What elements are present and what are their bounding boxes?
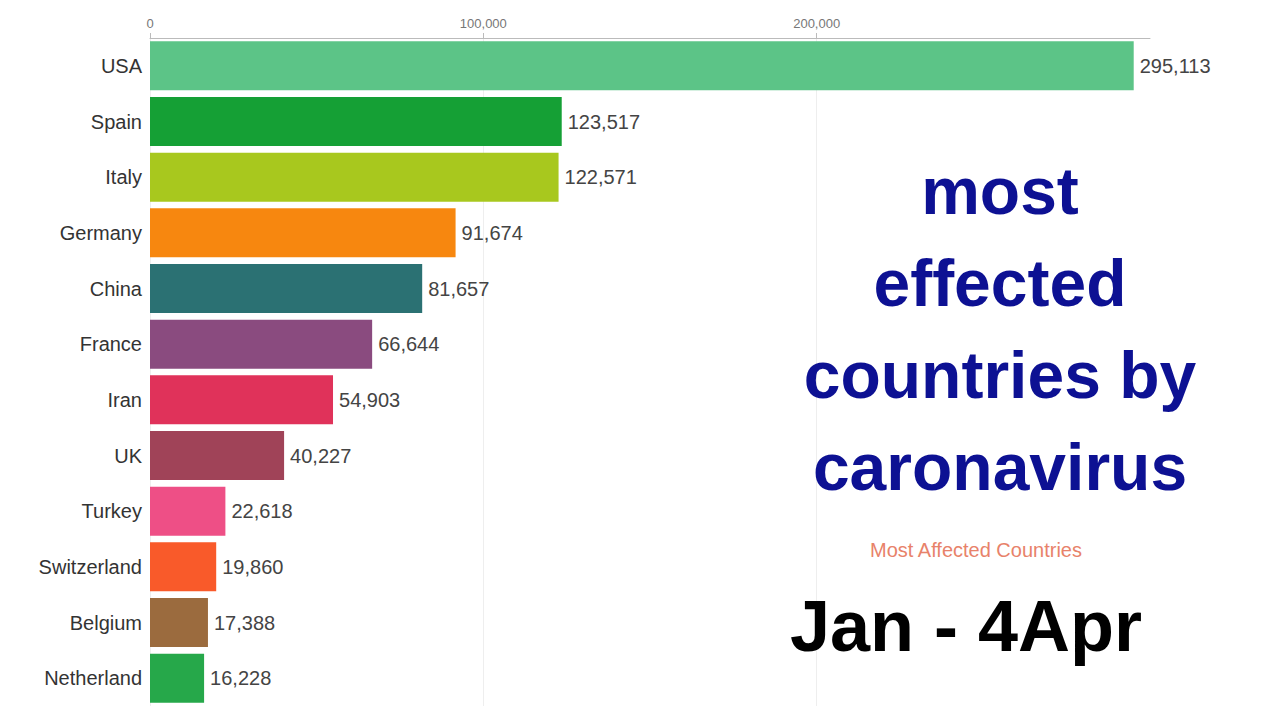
svg-text:19,860: 19,860 xyxy=(222,556,283,578)
svg-text:100,000: 100,000 xyxy=(460,16,507,31)
svg-text:most: most xyxy=(921,154,1079,228)
svg-text:caronavirus: caronavirus xyxy=(813,430,1187,504)
svg-text:22,618: 22,618 xyxy=(231,500,292,522)
svg-text:USA: USA xyxy=(101,55,143,77)
svg-text:Turkey: Turkey xyxy=(82,500,142,522)
svg-text:Belgium: Belgium xyxy=(70,612,142,634)
svg-text:Spain: Spain xyxy=(91,111,142,133)
svg-text:91,674: 91,674 xyxy=(462,222,523,244)
svg-text:Italy: Italy xyxy=(105,166,142,188)
svg-text:Germany: Germany xyxy=(60,222,142,244)
svg-text:81,657: 81,657 xyxy=(428,278,489,300)
svg-text:countries by: countries by xyxy=(804,338,1197,412)
svg-text:66,644: 66,644 xyxy=(378,333,439,355)
svg-text:40,227: 40,227 xyxy=(290,445,351,467)
svg-text:17,388: 17,388 xyxy=(214,612,275,634)
svg-text:China: China xyxy=(90,278,143,300)
svg-text:0: 0 xyxy=(146,16,153,31)
svg-text:effected: effected xyxy=(873,246,1126,320)
svg-text:Switzerland: Switzerland xyxy=(39,556,142,578)
svg-text:295,113: 295,113 xyxy=(1140,55,1211,77)
svg-text:16,228: 16,228 xyxy=(210,667,271,689)
svg-text:54,903: 54,903 xyxy=(339,389,400,411)
svg-text:Jan - 4Apr: Jan - 4Apr xyxy=(790,586,1142,666)
svg-text:122,571: 122,571 xyxy=(565,166,637,188)
svg-text:Netherland: Netherland xyxy=(44,667,142,689)
svg-text:Most Affected Countries: Most Affected Countries xyxy=(870,539,1082,561)
svg-text:France: France xyxy=(80,333,142,355)
svg-text:Iran: Iran xyxy=(108,389,142,411)
svg-text:UK: UK xyxy=(114,445,142,467)
svg-text:200,000: 200,000 xyxy=(793,16,840,31)
svg-text:123,517: 123,517 xyxy=(568,111,640,133)
